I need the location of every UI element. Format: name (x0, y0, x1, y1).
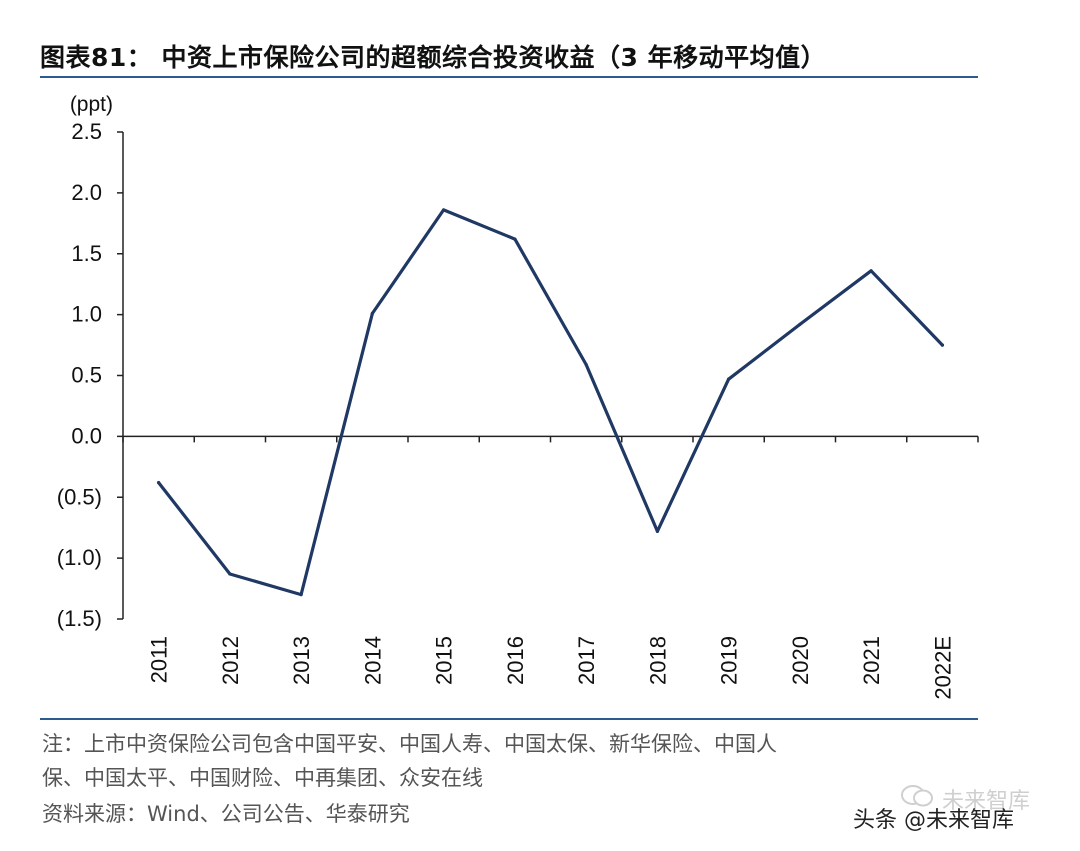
account-watermark: 未来智库 (942, 789, 1031, 814)
y-tick-label: (1.0) (57, 545, 102, 570)
y-tick-label: 0.0 (71, 423, 102, 448)
data-point (157, 481, 161, 485)
line-chart: (ppt) 2.52.01.51.00.50.0(0.5)(1.0)(1.5) … (57, 93, 979, 700)
title-divider (40, 76, 978, 78)
x-tick-label: 2021 (859, 636, 884, 685)
data-point (442, 208, 446, 212)
x-tick-label: 2018 (645, 636, 670, 685)
data-point (370, 311, 374, 316)
y-tick-label: 0.5 (71, 363, 102, 388)
data-point (655, 529, 659, 533)
data-point (228, 572, 232, 576)
data-point (869, 269, 873, 273)
y-tick-label: 2.0 (71, 180, 102, 205)
chart-source: 资料来源：Wind、公司公告、华泰研究 (42, 802, 410, 826)
x-tick-label: 2017 (574, 636, 599, 685)
chart-note-line-2: 保、中国太平、中国财险、中再集团、众安在线 (42, 766, 483, 790)
series-line (157, 208, 945, 597)
chart-title: 图表81： 中资上市保险公司的超额综合投资收益（3 年移动平均值） (40, 43, 827, 72)
data-point (727, 377, 731, 381)
y-tick-label: (0.5) (57, 484, 102, 509)
data-point (940, 343, 944, 347)
x-tick-label: 2022E (930, 636, 955, 700)
y-tick-label: 2.5 (71, 119, 102, 144)
data-point (584, 362, 588, 367)
chart-axes: (ppt) (70, 93, 978, 619)
y-tick-label: (1.5) (57, 606, 102, 631)
x-tick-label: 2013 (289, 636, 314, 685)
data-point (513, 237, 517, 241)
notes-divider (40, 718, 978, 720)
x-tick-label: 2019 (717, 636, 742, 685)
y-tick-label: 1.5 (71, 241, 102, 266)
x-tick-label: 2012 (218, 636, 243, 685)
y-axis-ticks: 2.5 2.0 1.5 1.0 0.5 0.0 (0.5) (1.0) (1.5) (57, 119, 123, 631)
x-tick-label: 2015 (432, 636, 457, 685)
x-tick-label: 2020 (788, 636, 813, 685)
y-axis-label: (ppt) (70, 93, 113, 116)
platform-watermark: 头条 @未来智库 (853, 808, 1014, 833)
x-tick-label: 2014 (360, 636, 385, 685)
chart-note-line-1: 注：上市中资保险公司包含中国平安、中国人寿、中国太保、新华保险、中国人 (42, 732, 777, 756)
x-axis-ticks: 2011 2012 2013 2014 2015 2016 2017 2018 2019 2020… (122, 436, 979, 700)
x-tick-label: 2016 (503, 636, 528, 685)
data-point (798, 322, 802, 326)
chart-series (157, 208, 945, 597)
wechat-icon (901, 785, 933, 807)
y-tick-label: 1.0 (71, 302, 102, 327)
x-tick-label: 2011 (147, 636, 172, 683)
data-point (299, 593, 303, 597)
